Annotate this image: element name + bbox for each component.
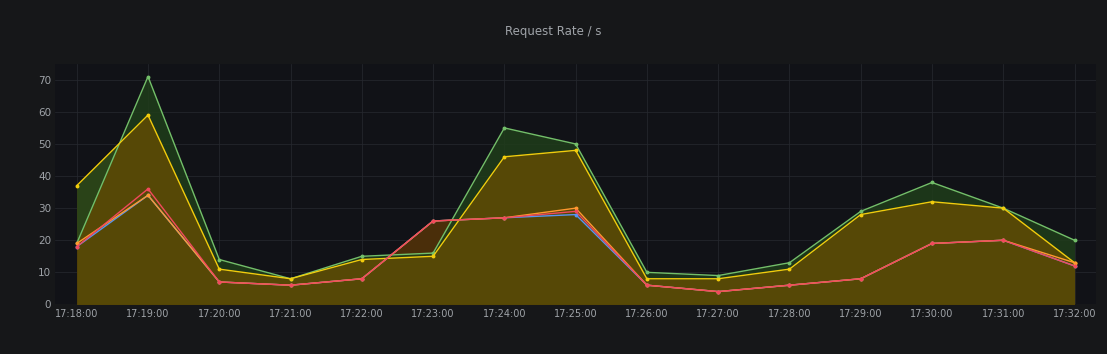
Text: Request Rate / s: Request Rate / s xyxy=(505,25,602,38)
